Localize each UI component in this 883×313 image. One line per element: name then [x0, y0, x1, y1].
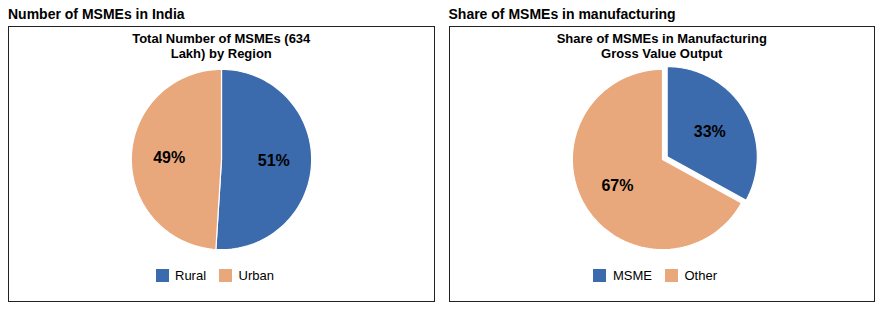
html-text:Share of MSMEs in Manufacturin: Share of MSMEs in Manufacturing Gross Va… [556, 31, 767, 61]
svg-text:67%: 67% [601, 177, 633, 194]
html-text:Urban: Urban [238, 268, 274, 283]
svg-text:33%: 33% [694, 123, 726, 140]
html-text:Rural: Rural [175, 268, 207, 283]
html-text:Share of MSMEs in manufacturin: Share of MSMEs in manufacturing [448, 6, 676, 22]
html-text:Total Number of MSMEs (634 Lak: Total Number of MSMEs (634 Lakh) by Regi… [132, 31, 311, 61]
html-text:Number of MSMEs in India: Number of MSMEs in India [8, 6, 185, 22]
svg-text:49%: 49% [153, 149, 185, 166]
html-text:Other: Other [684, 268, 717, 283]
svg-text:51%: 51% [258, 152, 290, 169]
html-text:MSME: MSME [613, 268, 652, 283]
